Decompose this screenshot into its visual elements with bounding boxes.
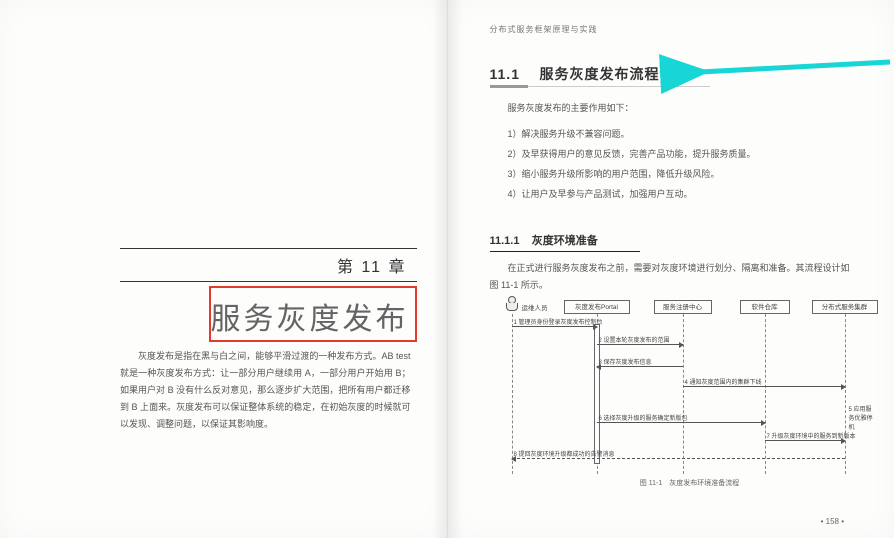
gutter-shadow xyxy=(433,0,447,538)
page-right: 分布式服务框架原理与实践 11.1 服务灰度发布流程设计 服务灰度发布的主要作用… xyxy=(448,0,894,538)
arrowhead-icon xyxy=(841,384,846,390)
lifeline xyxy=(512,314,513,474)
enum-item: 4）让用户及早参与产品测试，加强用户互动。 xyxy=(508,187,855,200)
message-label: 2 设置本轮灰度发布的范围 xyxy=(599,335,670,344)
message-label: 8 提回灰度环境升级都成功的告警消息 xyxy=(514,449,615,458)
enum-list: 1）解决服务升级不兼容问题。 2）及早获得用户的意见反馈，完善产品功能，提升服务… xyxy=(508,120,855,207)
message-arrow: 4 通知灰度范围内的集群下线 xyxy=(683,386,845,387)
message-arrow: 6 选择灰度升级的服务确定新版包 xyxy=(597,422,765,423)
gutter-shadow xyxy=(448,0,462,538)
diagram-caption: 图 11-1 灰度发布环境准备流程 xyxy=(504,478,876,488)
arrowhead-icon xyxy=(679,342,684,348)
lane-head: 服务注册中心 xyxy=(654,300,712,314)
arrowhead-icon xyxy=(596,364,601,370)
section-heading: 11.1 服务灰度发布流程设计 xyxy=(490,64,690,84)
lane-head: 灰度发布Portal xyxy=(564,300,630,314)
chapter-title: 服务灰度发布 xyxy=(209,286,417,342)
arrowhead-icon xyxy=(841,438,846,444)
enum-item: 1）解决服务升级不兼容问题。 xyxy=(508,127,855,140)
message-arrow: 3 保存灰度发布信息 xyxy=(597,366,683,367)
chapter-number: 第 11 章 xyxy=(120,248,417,282)
message-label: 1 管理员身份登录灰度发布控制台 xyxy=(514,317,603,326)
message-arrow: 8 提回灰度环境升级都成功的告警消息 xyxy=(512,458,845,459)
book-spread: 第 11 章 服务灰度发布 灰度发布是指在黑与白之间，能够平滑过渡的一种发布方式… xyxy=(0,0,894,538)
arrowhead-icon xyxy=(593,324,598,330)
chapter-block: 第 11 章 服务灰度发布 xyxy=(120,248,417,342)
message-label: 3 保存灰度发布信息 xyxy=(599,357,652,366)
message-arrow: 2 设置本轮灰度发布的范围 xyxy=(597,344,683,345)
arrowhead-icon xyxy=(511,456,516,462)
message-self: 5 应用服务优雅停机 xyxy=(849,404,876,431)
enum-item: 3）缩小服务升级所影响的用户范围，降低升级风险。 xyxy=(508,167,855,180)
subsection-para: 在正式进行服务灰度发布之前，需要对灰度环境进行划分、隔离和准备。其流程设计如图 … xyxy=(490,260,855,294)
section-title: 服务灰度发布流程设计 xyxy=(540,66,690,82)
lane-head: 分布式服务集群 xyxy=(812,300,878,314)
lifeline xyxy=(683,314,684,474)
subsection-heading: 11.1.1 灰度环境准备 xyxy=(490,232,640,252)
activation-bar xyxy=(594,324,600,464)
section-lead: 服务灰度发布的主要作用如下： xyxy=(490,100,855,117)
running-head: 分布式服务框架原理与实践 xyxy=(490,24,598,35)
message-arrow: 7 升级灰度环境中的服务到新版本 xyxy=(765,440,845,441)
message-label: 4 通知灰度范围内的集群下线 xyxy=(685,377,762,386)
enum-item: 2）及早获得用户的意见反馈，完善产品功能，提升服务质量。 xyxy=(508,147,855,160)
page-number: • 158 • xyxy=(821,517,844,526)
message-label: 6 选择灰度升级的服务确定新版包 xyxy=(599,413,688,422)
lifeline xyxy=(765,314,766,474)
arrowhead-icon xyxy=(761,420,766,426)
subsection-number: 11.1.1 xyxy=(490,235,520,247)
lifeline xyxy=(845,314,846,474)
section-number: 11.1 xyxy=(490,66,520,82)
chapter-intro: 灰度发布是指在黑与白之间，能够平滑过渡的一种发布方式。AB test 就是一种灰… xyxy=(120,348,411,433)
actor-label: 运维人员 xyxy=(522,302,548,312)
lane-head: 软件仓库 xyxy=(740,300,790,314)
subsection-title: 灰度环境准备 xyxy=(532,235,598,247)
sequence-diagram: 运维人员 图 11-1 灰度发布环境准备流程 灰度发布Portal服务注册中心软… xyxy=(504,296,876,484)
message-arrow: 1 管理员身份登录灰度发布控制台 xyxy=(512,326,597,327)
page-left: 第 11 章 服务灰度发布 灰度发布是指在黑与白之间，能够平滑过渡的一种发布方式… xyxy=(0,0,448,538)
section-underline xyxy=(490,86,710,87)
actor-icon xyxy=(504,296,520,316)
